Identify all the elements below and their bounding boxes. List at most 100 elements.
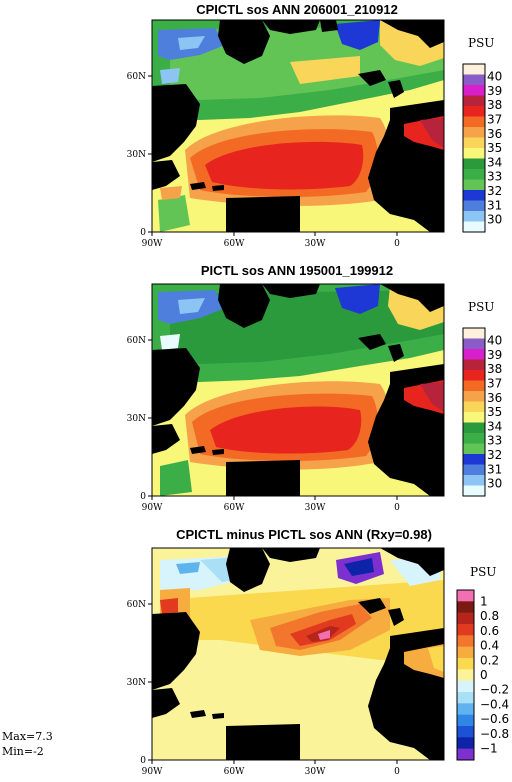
panel-1-map bbox=[152, 20, 444, 232]
panel-1-ytick: 0 bbox=[140, 228, 146, 238]
colorbar-label: −0.8 bbox=[480, 727, 509, 741]
colorbar-label: −0.2 bbox=[480, 683, 509, 697]
colorbar-swatch bbox=[463, 106, 485, 117]
colorbar-label: 37 bbox=[487, 377, 502, 391]
colorbar-swatch bbox=[457, 726, 474, 738]
panel-3-min-label: Min=-2 bbox=[2, 745, 44, 758]
colorbar-swatch bbox=[463, 137, 485, 149]
panel-2-ytick: 60N bbox=[127, 336, 146, 346]
panel-2-unit: PSU bbox=[468, 300, 494, 314]
colorbar-swatch bbox=[463, 328, 485, 339]
colorbar-swatch bbox=[463, 412, 485, 423]
colorbar-swatch bbox=[457, 692, 474, 704]
colorbar-swatch bbox=[457, 680, 474, 693]
colorbar-swatch bbox=[463, 380, 485, 392]
colorbar-swatch bbox=[463, 190, 485, 201]
colorbar-label: 34 bbox=[487, 155, 502, 169]
panel-2-xtick: 30W bbox=[305, 503, 326, 513]
panel-2-ytick: 30N bbox=[127, 414, 146, 424]
colorbar-label: 0.8 bbox=[480, 609, 499, 623]
colorbar-swatch bbox=[457, 590, 474, 602]
panel-3-unit: PSU bbox=[470, 565, 496, 579]
panel-2-title: PICTL sos ANN 195001_199912 bbox=[201, 263, 393, 278]
panel-2-ytick: 0 bbox=[140, 492, 146, 502]
colorbar-label: 38 bbox=[487, 362, 502, 376]
colorbar-label: 36 bbox=[487, 127, 502, 141]
colorbar-swatch bbox=[463, 464, 485, 476]
colorbar-swatch bbox=[463, 64, 485, 75]
colorbar-swatch bbox=[463, 169, 485, 180]
colorbar-swatch bbox=[457, 748, 474, 761]
colorbar-swatch bbox=[463, 116, 485, 128]
panel-3-xtick: 0 bbox=[394, 767, 400, 777]
panel-3-colorbar: 10.80.60.40.20−0.2−0.4−0.6−0.8−1 bbox=[456, 589, 509, 761]
panel-2-xtick: 0 bbox=[394, 503, 400, 513]
panel-3-xtick: 30W bbox=[305, 767, 326, 777]
colorbar-label: 31 bbox=[487, 462, 502, 476]
panel-3-map bbox=[152, 548, 444, 760]
colorbar-swatch bbox=[463, 74, 485, 86]
panel-1-xtick: 0 bbox=[394, 239, 400, 249]
panel-3-xtick: 60W bbox=[224, 767, 245, 777]
panel-3-ytick: 0 bbox=[140, 756, 146, 766]
colorbar-label: 38 bbox=[487, 98, 502, 112]
colorbar-swatch bbox=[463, 127, 485, 138]
colorbar-swatch bbox=[463, 401, 485, 413]
colorbar-swatch bbox=[463, 338, 485, 350]
colorbar-swatch bbox=[463, 359, 485, 371]
colorbar-swatch bbox=[463, 391, 485, 402]
colorbar-swatch bbox=[457, 658, 474, 670]
colorbar-label: −1 bbox=[480, 742, 498, 756]
colorbar-label: −0.6 bbox=[480, 712, 509, 726]
colorbar-swatch bbox=[463, 221, 485, 233]
panel-difference: CPICTL minus PICTL sos ANN (Rxy=0.98) bbox=[2, 527, 509, 777]
colorbar-label: 39 bbox=[487, 84, 502, 98]
panel-2-map bbox=[152, 284, 444, 496]
colorbar-label: 0.2 bbox=[480, 653, 499, 667]
colorbar-swatch bbox=[463, 475, 485, 486]
colorbar-label: 30 bbox=[487, 213, 502, 227]
colorbar-swatch bbox=[463, 349, 485, 360]
colorbar-swatch bbox=[463, 443, 485, 455]
colorbar-swatch bbox=[463, 158, 485, 170]
panel-3-ytick: 60N bbox=[127, 600, 146, 610]
colorbar-label: 30 bbox=[487, 477, 502, 491]
colorbar-label: 37 bbox=[487, 113, 502, 127]
panel-2-xtick: 90W bbox=[142, 503, 163, 513]
colorbar-swatch bbox=[463, 433, 485, 444]
panel-pictl: PICTL sos ANN 195001_199912 bbox=[127, 263, 503, 513]
colorbar-swatch bbox=[463, 370, 485, 381]
colorbar-swatch bbox=[457, 635, 474, 647]
colorbar-swatch bbox=[457, 703, 474, 715]
colorbar-label: 0.6 bbox=[480, 624, 499, 638]
colorbar-label: 1 bbox=[480, 594, 488, 608]
panel-1-unit: PSU bbox=[468, 36, 494, 50]
colorbar-label: 36 bbox=[487, 391, 502, 405]
colorbar-label: 34 bbox=[487, 419, 502, 433]
panel-3-max-label: Max=7.3 bbox=[2, 730, 53, 743]
panel-2-xtick: 60W bbox=[224, 503, 245, 513]
panel-1-xtick: 90W bbox=[142, 239, 163, 249]
colorbar-swatch bbox=[463, 95, 485, 107]
panel-1-ytick: 60N bbox=[127, 72, 146, 82]
colorbar-label: 32 bbox=[487, 448, 502, 462]
panel-1-xtick: 60W bbox=[224, 239, 245, 249]
panel-1-ytick: 30N bbox=[127, 150, 146, 160]
colorbar-label: 35 bbox=[487, 141, 502, 155]
colorbar-swatch bbox=[457, 714, 474, 727]
colorbar-swatch bbox=[463, 454, 485, 465]
colorbar-label: 32 bbox=[487, 184, 502, 198]
colorbar-swatch bbox=[457, 669, 474, 681]
panel-1-xtick: 30W bbox=[305, 239, 326, 249]
panel-3-title: CPICTL minus PICTL sos ANN (Rxy=0.98) bbox=[176, 527, 432, 542]
colorbar-swatch bbox=[457, 624, 474, 636]
colorbar-label: 40 bbox=[487, 334, 502, 348]
panel-3-xtick: 90W bbox=[142, 767, 163, 777]
colorbar-label: 40 bbox=[487, 70, 502, 84]
colorbar-swatch bbox=[463, 422, 485, 434]
colorbar-frame bbox=[462, 327, 486, 497]
colorbar-label: 33 bbox=[487, 170, 502, 184]
